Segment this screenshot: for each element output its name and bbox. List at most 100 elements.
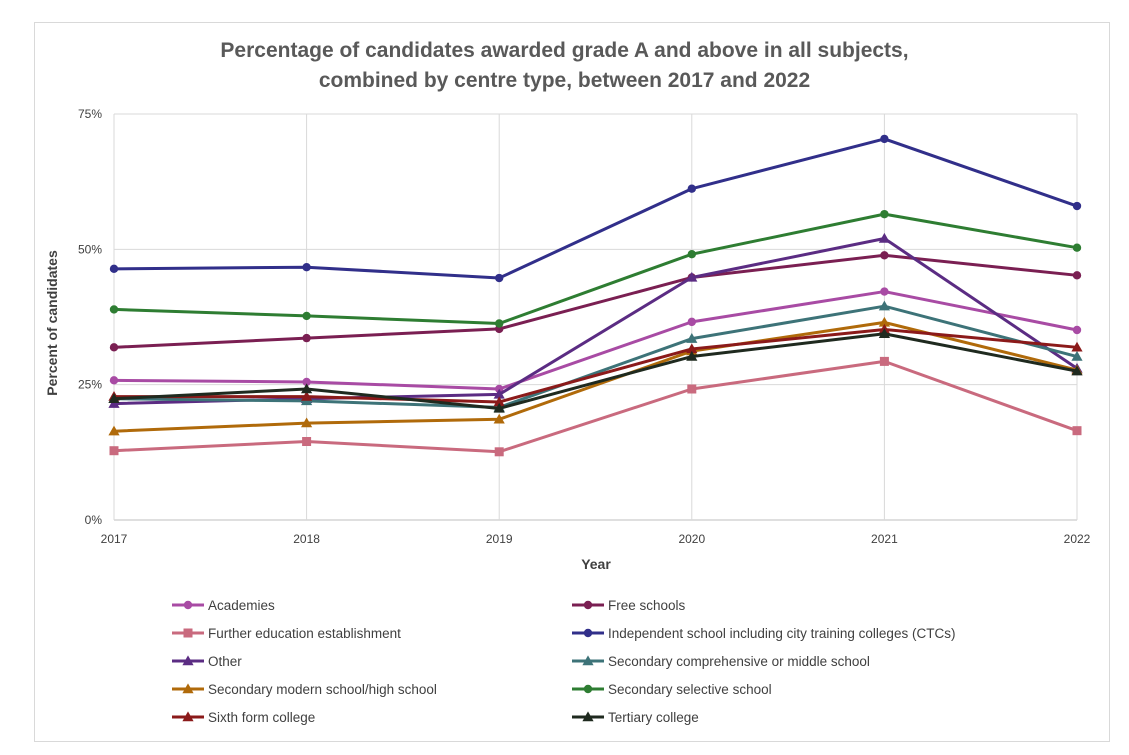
data-point xyxy=(880,287,889,296)
x-tick-label: 2020 xyxy=(678,532,705,546)
legend-item[interactable]: Secondary comprehensive or middle school xyxy=(572,654,870,669)
data-point xyxy=(1072,426,1082,436)
y-tick-label: 75% xyxy=(78,107,102,121)
data-point xyxy=(302,377,311,387)
legend-marker xyxy=(183,628,193,638)
data-point xyxy=(301,383,313,394)
legend-label: Secondary comprehensive or middle school xyxy=(608,654,870,669)
data-point xyxy=(687,250,696,259)
y-tick-label: 25% xyxy=(78,378,102,392)
x-tick-labels: 2017 2018 2019 2020 2021 2022 xyxy=(101,532,1091,546)
data-point xyxy=(878,232,890,243)
chart-title-line-2: combined by centre type, between 2017 an… xyxy=(318,69,811,92)
data-point xyxy=(687,184,696,193)
series-line xyxy=(112,304,1079,409)
data-point xyxy=(1072,271,1082,280)
data-point xyxy=(301,417,313,428)
data-point xyxy=(1071,341,1083,352)
data-point xyxy=(302,262,311,272)
data-point xyxy=(109,446,119,456)
data-point xyxy=(686,271,698,282)
data-point xyxy=(687,317,696,327)
legend-item[interactable]: Free schools xyxy=(572,598,686,613)
data-point xyxy=(109,305,119,314)
series-line xyxy=(112,332,1079,410)
data-point xyxy=(302,333,311,343)
data-point xyxy=(1071,350,1083,361)
data-point xyxy=(1072,201,1082,211)
data-point xyxy=(494,447,504,457)
legend-item[interactable]: Secondary modern school/high school xyxy=(172,682,437,697)
series-line xyxy=(112,212,1079,325)
data-point xyxy=(302,311,311,321)
chart-title: Percentage of candidates awarded grade A… xyxy=(0,36,1129,96)
data-point xyxy=(109,264,119,274)
legend-label: Academies xyxy=(208,598,275,613)
legend-item[interactable]: Further education establishment xyxy=(172,626,401,641)
series-3 xyxy=(109,134,1082,283)
data-point xyxy=(878,316,890,327)
data-point xyxy=(1072,243,1082,252)
data-point xyxy=(493,388,505,399)
data-point xyxy=(495,319,504,328)
legend-label: Secondary selective school xyxy=(608,682,772,697)
legend-marker xyxy=(582,655,594,666)
legend-marker xyxy=(182,711,194,722)
legend-marker xyxy=(183,600,193,610)
data-point xyxy=(108,425,120,436)
data-point xyxy=(686,333,698,343)
legend-item[interactable]: Sixth form college xyxy=(172,710,315,725)
legend-marker xyxy=(583,684,593,694)
legend-label: Free schools xyxy=(608,598,686,613)
data-point xyxy=(686,350,698,361)
legend-item[interactable]: Independent school including city traini… xyxy=(572,626,955,641)
legend-label: Further education establishment xyxy=(208,626,401,641)
legend-item[interactable]: Academies xyxy=(172,598,275,613)
data-point xyxy=(1072,325,1082,335)
legend-marker xyxy=(582,711,594,722)
series-0 xyxy=(109,287,1082,394)
series-line xyxy=(112,137,1079,280)
chart-title-line-1: Percentage of candidates awarded grade A… xyxy=(220,39,909,62)
x-tick-label: 2021 xyxy=(871,532,898,546)
series-7 xyxy=(109,209,1082,328)
series-line xyxy=(112,290,1079,391)
y-tick-label: 0% xyxy=(85,513,103,527)
legend: Academies Free schools Further education e… xyxy=(172,598,955,725)
data-point xyxy=(878,300,890,311)
y-tick-label: 50% xyxy=(78,242,102,256)
legend-item[interactable]: Other xyxy=(172,654,242,669)
legend-label: Sixth form college xyxy=(208,710,315,725)
data-point xyxy=(878,328,890,338)
data-point xyxy=(495,273,504,283)
legend-label: Tertiary college xyxy=(608,710,699,725)
data-point xyxy=(880,251,889,260)
data-point xyxy=(493,402,505,413)
data-point xyxy=(109,343,119,352)
x-tick-label: 2018 xyxy=(293,532,320,546)
series-lines xyxy=(108,134,1083,457)
legend-label: Independent school including city traini… xyxy=(608,626,955,641)
data-point xyxy=(109,376,119,385)
data-point xyxy=(302,437,312,447)
data-point xyxy=(686,343,698,354)
x-axis-title: Year xyxy=(581,556,611,572)
x-tick-label: 2022 xyxy=(1064,532,1091,546)
y-axis-title: Percent of candidates xyxy=(44,250,60,396)
series-9 xyxy=(108,328,1083,413)
legend-marker xyxy=(182,655,194,666)
data-point xyxy=(108,393,120,403)
data-point xyxy=(687,384,697,394)
series-line xyxy=(112,320,1079,433)
legend-item[interactable]: Secondary selective school xyxy=(572,682,772,697)
data-point xyxy=(879,356,889,366)
legend-item[interactable]: Tertiary college xyxy=(572,710,699,725)
x-tick-label: 2017 xyxy=(101,532,128,546)
series-2 xyxy=(109,356,1082,457)
legend-marker xyxy=(583,600,593,610)
data-point xyxy=(301,390,313,401)
legend-label: Other xyxy=(208,654,242,669)
gridlines xyxy=(113,113,1078,521)
series-line xyxy=(112,359,1079,454)
